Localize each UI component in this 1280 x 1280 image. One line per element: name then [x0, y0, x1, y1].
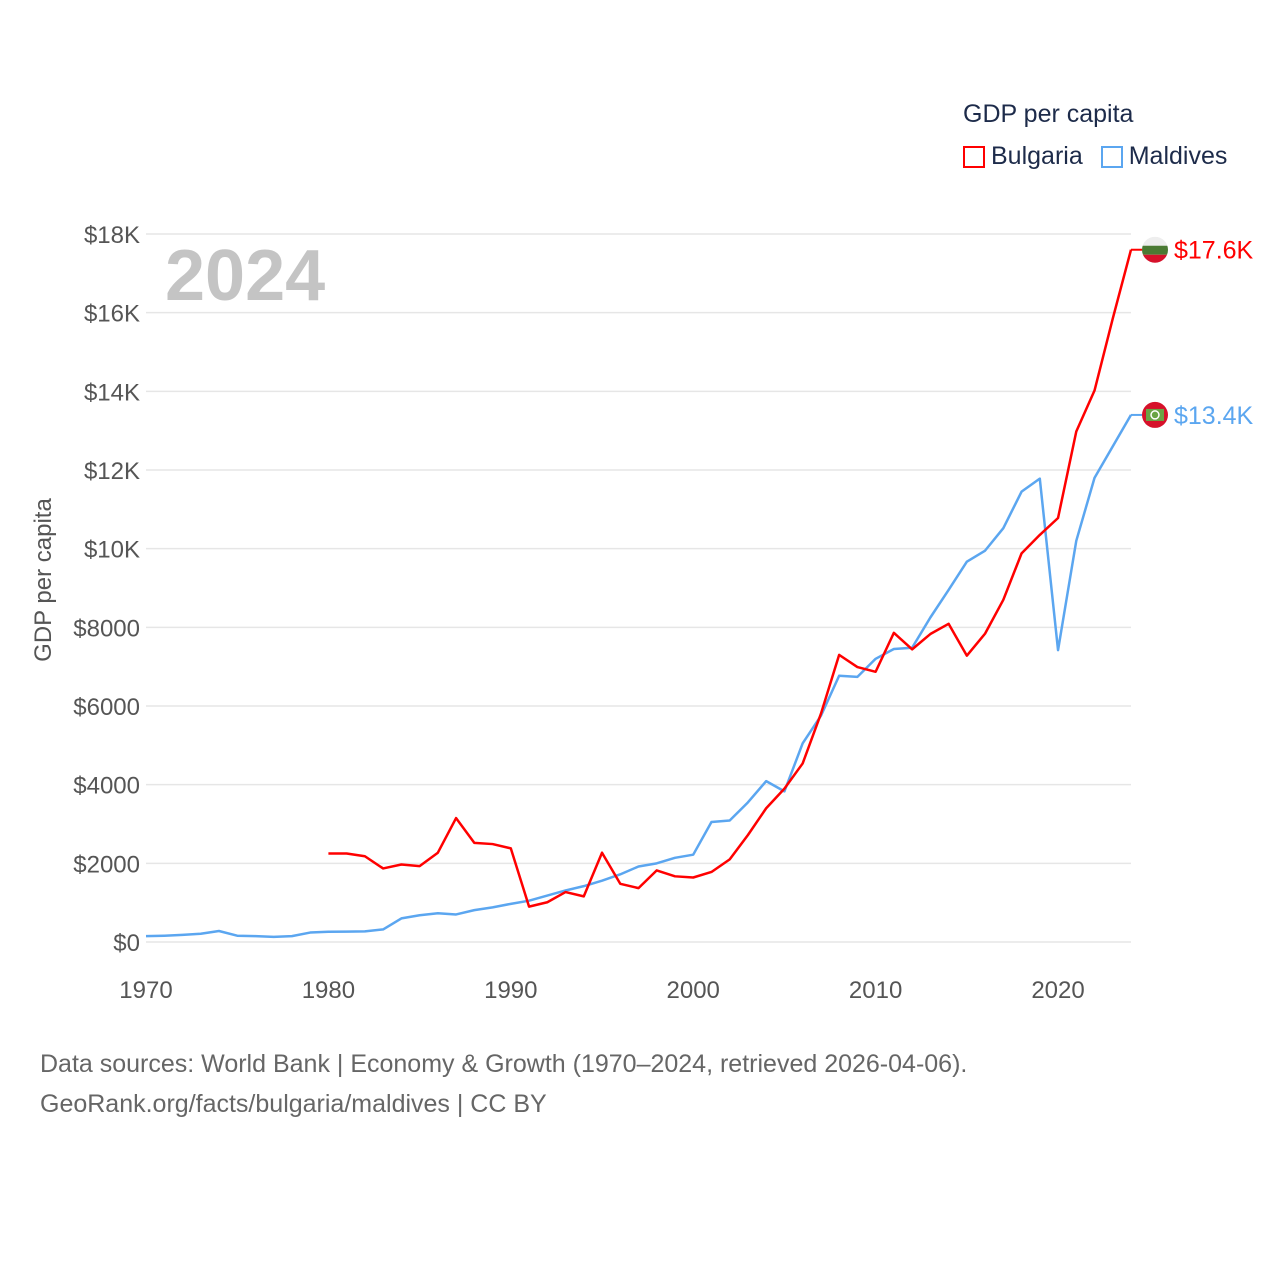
end-value-label: $13.4K — [1174, 402, 1254, 430]
y-tick-label: $4000 — [73, 773, 140, 800]
y-tick-label: $18K — [84, 222, 140, 249]
y-tick-label: $8000 — [73, 615, 140, 642]
legend-item-maldives[interactable]: Maldives — [1100, 142, 1228, 171]
legend-label: Maldives — [1128, 142, 1228, 170]
x-tick-label: 2010 — [849, 977, 902, 1004]
end-value-label: $17.6K — [1174, 237, 1254, 265]
legend-swatch-maldives — [1100, 145, 1123, 168]
year-label: 2024 — [165, 236, 325, 316]
footer-link[interactable]: GeoRank.org/facts/bulgaria/maldives | CC… — [40, 1090, 547, 1118]
y-tick-label: $0 — [113, 930, 140, 957]
bulgaria-flag-icon — [1142, 236, 1168, 263]
y-tick-label: $14K — [84, 379, 140, 406]
footer-sources: Data sources: World Bank | Economy & Gro… — [40, 1050, 968, 1078]
footer: Data sources: World Bank | Economy & Gro… — [40, 1044, 967, 1124]
y-tick-label: $12K — [84, 458, 140, 485]
y-tick-label: $16K — [84, 301, 140, 328]
y-axis-label: GDP per capita — [30, 498, 57, 662]
y-tick-label: $6000 — [73, 694, 140, 721]
legend-title: GDP per capita — [963, 100, 1134, 128]
legend-item-bulgaria[interactable]: Bulgaria — [963, 142, 1083, 171]
legend-label: Bulgaria — [991, 142, 1083, 170]
maldives-flag-icon — [1142, 401, 1168, 428]
x-tick-label: 1990 — [484, 977, 537, 1004]
y-tick-label: $2000 — [73, 851, 140, 878]
legend-swatch-bulgaria — [963, 145, 985, 168]
series-line-bulgaria[interactable] — [328, 249, 1133, 908]
legend: Bulgaria Maldives — [963, 142, 1227, 171]
series-line-maldives[interactable] — [145, 414, 1133, 939]
line-chart: $0 $2000 $4000 $6000 $8000 $10K $12K $14K $16K $1… — [30, 222, 1254, 1004]
x-tick-label: 1970 — [119, 977, 172, 1004]
x-tick-label: 2020 — [1031, 977, 1084, 1004]
y-tick-label: $10K — [84, 537, 140, 564]
x-tick-label: 1980 — [302, 977, 355, 1004]
x-tick-label: 2000 — [667, 977, 720, 1004]
